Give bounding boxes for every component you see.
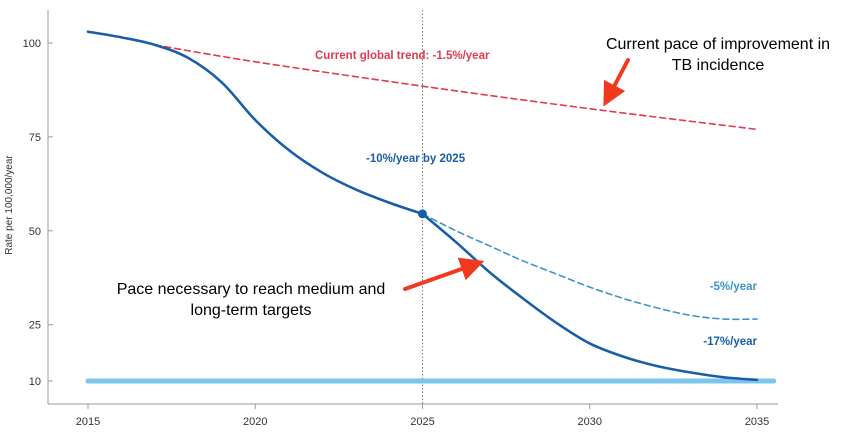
y-axis-label: Rate per 100,000/year: [4, 155, 15, 255]
series-alt-line: [421, 213, 758, 321]
axes: 10 25 50 75 100 2015 2020 2025 2030 2035 Rate per …: [4, 10, 778, 428]
y-tick-label: 100: [23, 38, 41, 50]
y-tick-label: 50: [29, 226, 41, 238]
annotation-17pct: -17%/year: [703, 336, 757, 348]
callout-arrow-necessary: [403, 257, 485, 291]
annotation-5pct: -5%/year: [710, 281, 758, 293]
x-tick-label: 2025: [410, 416, 434, 428]
series-trend-line: [154, 44, 758, 131]
callout-current-pace-line-1: Current pace of improvement in: [606, 36, 830, 53]
annotations: Current global trend: -1.5%/year -10%/yea…: [117, 36, 830, 348]
x-tick-label: 2030: [578, 416, 602, 428]
callout-current-pace-line-2: TB incidence: [672, 57, 765, 74]
data-point-2025: [418, 209, 427, 219]
callout-arrow-current: [603, 58, 630, 107]
callout-pace-necessary-line-2: long-term targets: [191, 302, 312, 319]
y-tick-label: 10: [29, 376, 41, 388]
series-main-line: [86, 30, 424, 216]
x-tick-label: 2015: [76, 416, 100, 428]
y-tick-label: 75: [29, 132, 41, 144]
y-tick-label: 25: [29, 320, 41, 332]
x-tick-label: 2020: [243, 416, 267, 428]
callout-pace-necessary-line-1: Pace necessary to reach medium and: [117, 281, 386, 298]
annotation-trend: Current global trend: -1.5%/year: [315, 50, 490, 62]
annotation-10pct: -10%/year by 2025: [366, 153, 466, 165]
x-tick-label: 2035: [745, 416, 769, 428]
